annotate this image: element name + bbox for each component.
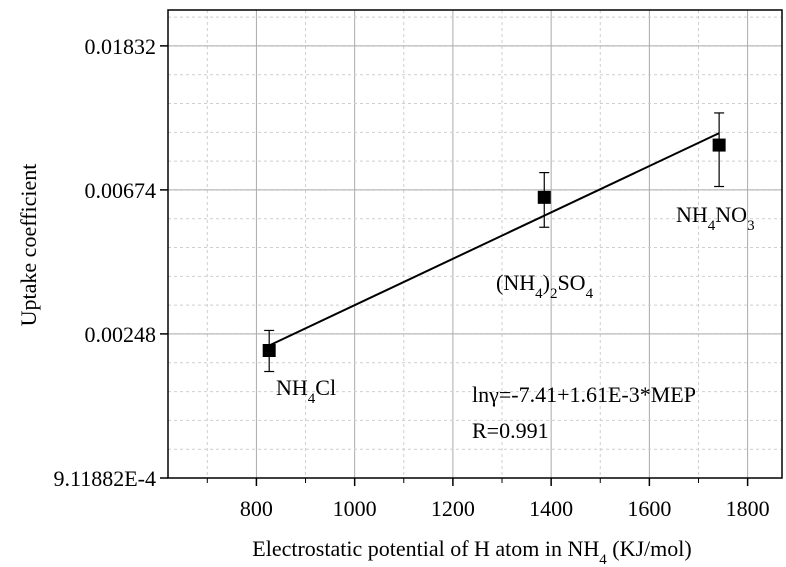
fit-equation: lnγ=-7.41+1.61E-3*MEP — [472, 382, 696, 407]
y-tick-label: 0.00674 — [85, 178, 157, 203]
y-axis: 9.11882E-4 0.00248 0.00674 0.01832 — [54, 34, 168, 491]
x-axis-title: Electrostatic potential of H atom in NH4… — [252, 536, 691, 567]
y-tick-label: 9.11882E-4 — [54, 466, 156, 491]
fit-line — [268, 132, 720, 347]
grid — [168, 10, 782, 479]
point-label-nh4cl: NH4Cl — [276, 375, 336, 407]
x-tick-label: 1800 — [726, 496, 770, 521]
x-tick-label: 1200 — [431, 496, 475, 521]
point-label-nh4-2so4: (NH4)2SO4 — [496, 270, 594, 302]
x-tick-label: 1000 — [333, 496, 377, 521]
x-axis: 800 1000 1200 1400 1600 1800 — [206, 478, 770, 521]
y-tick-label: 0.00248 — [85, 322, 157, 347]
x-tick-label: 1600 — [627, 496, 671, 521]
point-label-nh4no3: NH4NO3 — [676, 202, 755, 234]
data-point — [537, 190, 551, 204]
y-tick-label: 0.01832 — [85, 34, 157, 59]
data-point — [712, 138, 726, 152]
plot-frame — [167, 9, 783, 479]
y-axis-title: Uptake coefficient — [16, 164, 41, 327]
data-point — [262, 343, 276, 357]
x-tick-label: 1400 — [529, 496, 573, 521]
x-tick-label: 800 — [240, 496, 273, 521]
data-points — [262, 112, 726, 373]
fit-r-value: R=0.991 — [472, 418, 549, 443]
